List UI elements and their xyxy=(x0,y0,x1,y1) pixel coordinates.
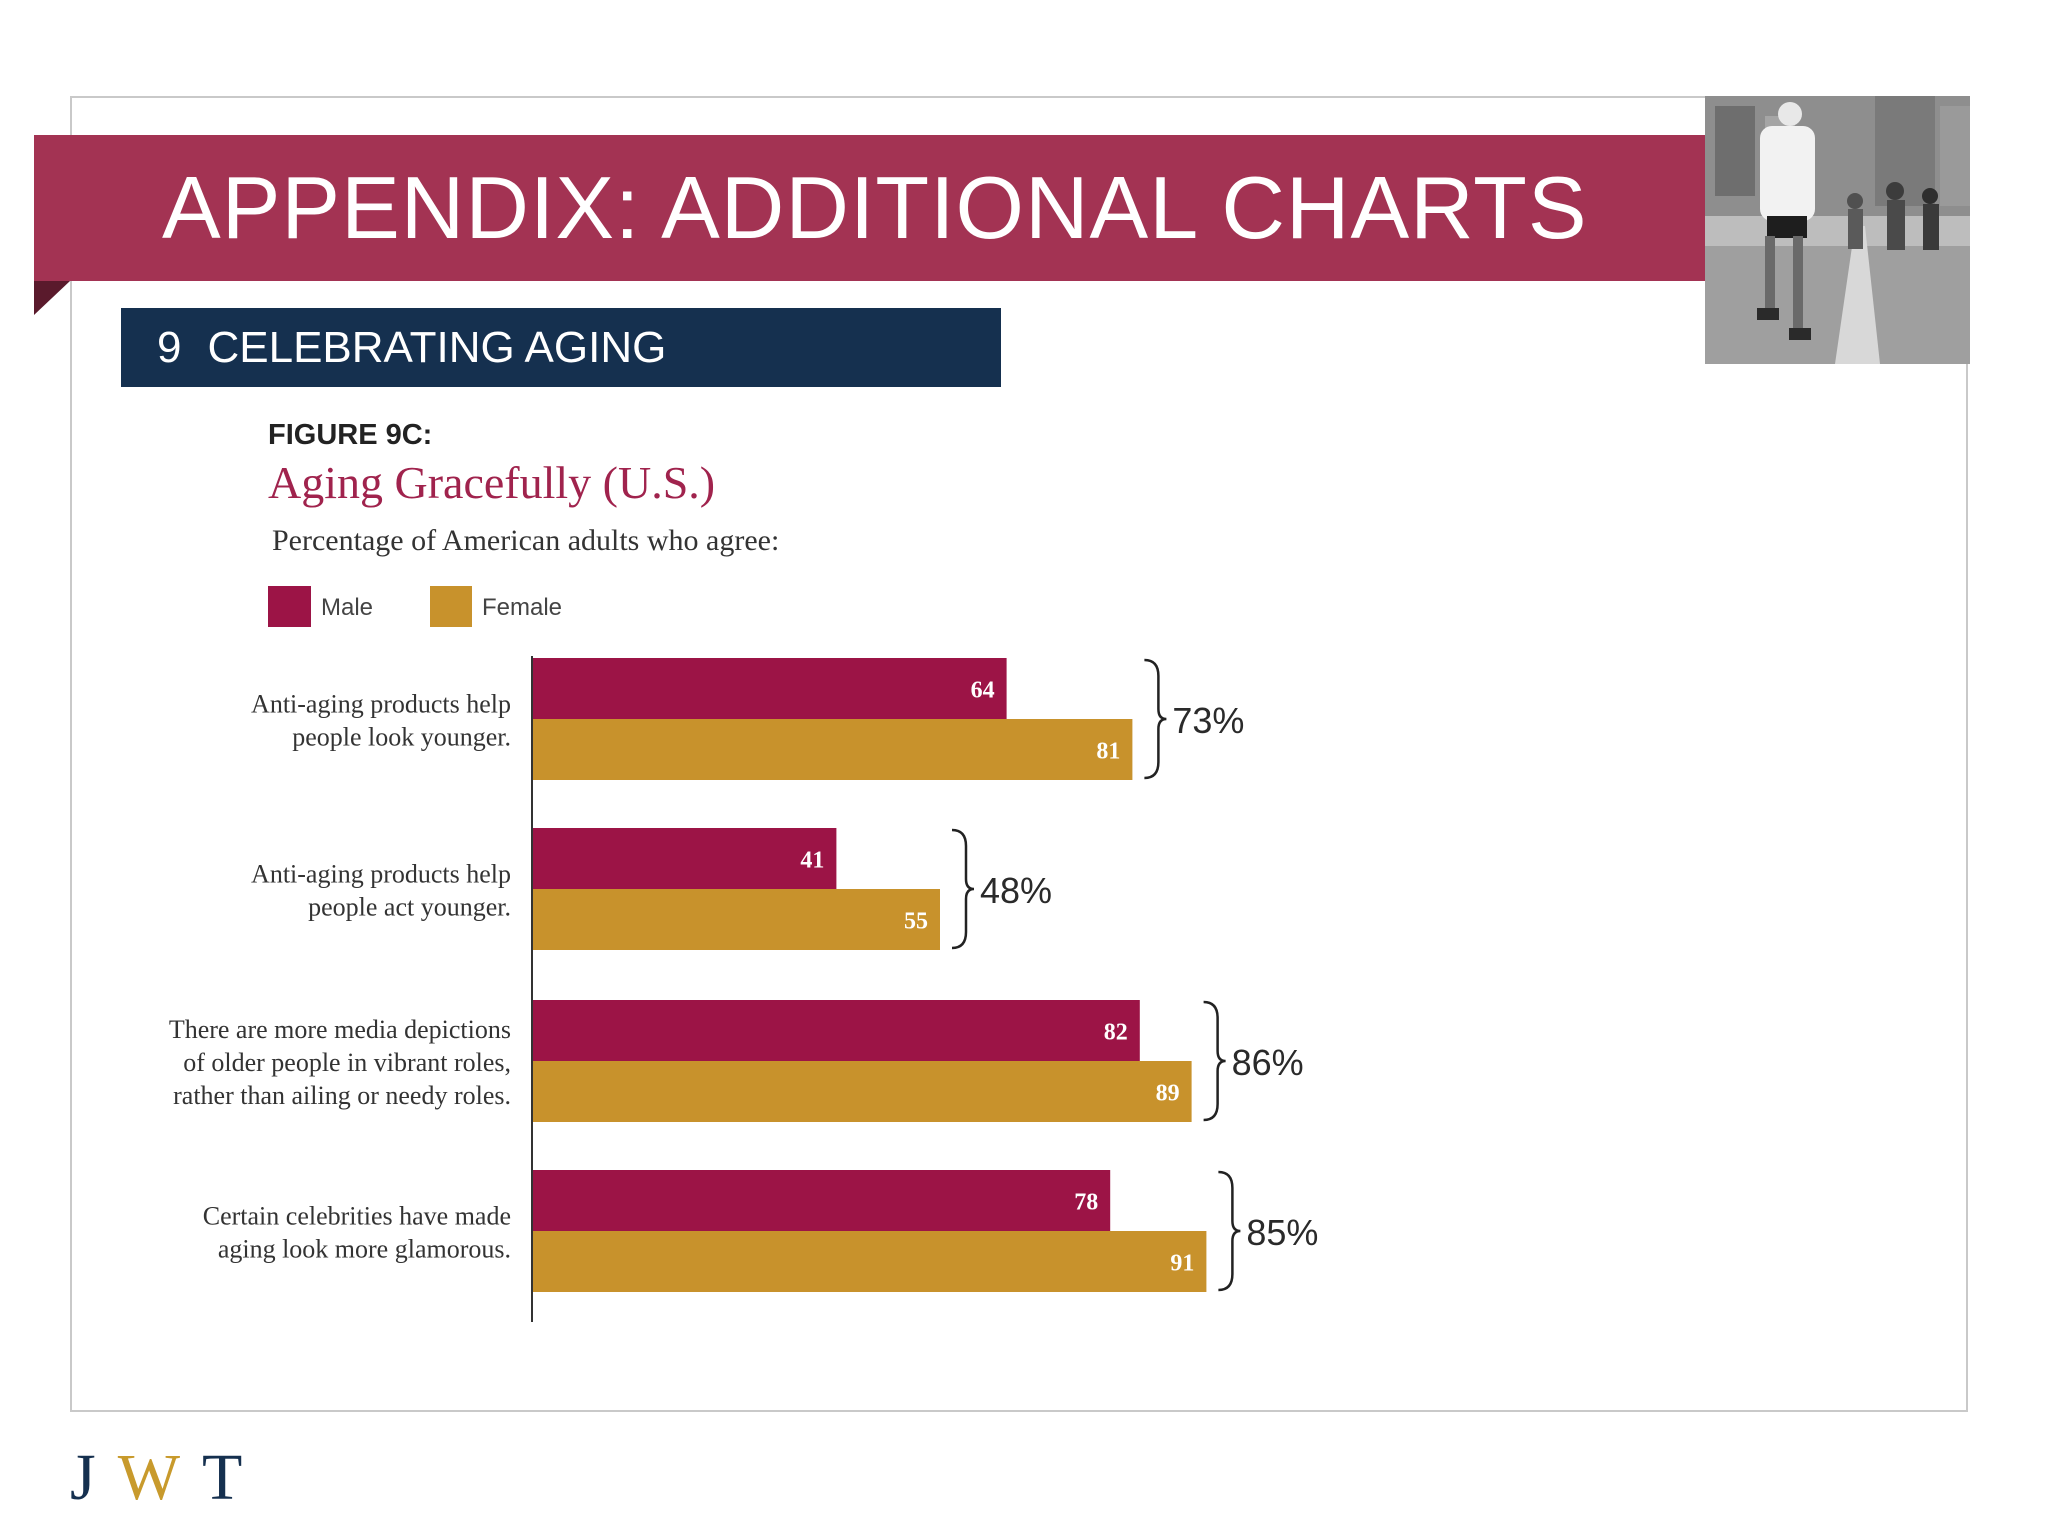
section-title: CELEBRATING AGING xyxy=(207,323,667,372)
figure-label: FIGURE 9C: xyxy=(268,419,432,451)
legend-label-male: Male xyxy=(321,594,373,621)
marathon-runners-photo xyxy=(1705,96,1970,364)
chart-title: Aging Gracefully (U.S.) xyxy=(268,457,715,508)
category-label-4-line-1: Certain celebrities have made xyxy=(203,1202,511,1231)
category-label-3-line-3: rather than ailing or needy roles. xyxy=(173,1081,511,1110)
photo-illustration xyxy=(1705,96,1970,364)
bar-female-4 xyxy=(533,1231,1207,1292)
category-label-2-line-1: Anti-aging products help xyxy=(251,860,511,889)
data-label-male-1: 64 xyxy=(971,678,995,704)
logo-letter-t: T xyxy=(201,1441,265,1514)
data-label-male-4: 78 xyxy=(1074,1190,1098,1216)
category-label-1-line-2: people look younger. xyxy=(292,723,511,752)
bar-female-1 xyxy=(533,719,1133,780)
data-label-male-3: 82 xyxy=(1104,1020,1128,1046)
data-label-female-4: 91 xyxy=(1170,1251,1194,1277)
section-bar: 9 CELEBRATING AGING xyxy=(121,308,1001,387)
category-label-3-line-2: of older people in vibrant roles, xyxy=(183,1048,511,1077)
legend-swatch-male xyxy=(268,586,311,627)
bar-male-3 xyxy=(533,1000,1140,1061)
legend-swatch-female xyxy=(430,586,472,627)
bar-female-3 xyxy=(533,1061,1192,1122)
logo-letter-j: J xyxy=(70,1441,118,1514)
bar-male-2 xyxy=(533,828,837,889)
group-total-label-1: 73% xyxy=(1172,700,1244,741)
page-title: APPENDIX: ADDITIONAL CHARTS xyxy=(162,158,1588,257)
legend: Male Female xyxy=(268,586,562,627)
bar-male-1 xyxy=(533,658,1007,719)
group-total-label-2: 48% xyxy=(980,870,1052,911)
data-label-female-1: 81 xyxy=(1096,739,1120,765)
bar-female-2 xyxy=(533,889,940,950)
group-brace-1 xyxy=(1144,658,1167,780)
group-brace-3 xyxy=(1203,1000,1226,1122)
plot-area: 64 81 Anti-aging products help people look … xyxy=(169,658,1318,1292)
bar-male-4 xyxy=(533,1170,1111,1231)
data-label-female-2: 55 xyxy=(904,909,928,935)
logo-letter-w: W xyxy=(117,1441,202,1514)
group-brace-4 xyxy=(1218,1170,1241,1292)
title-banner xyxy=(34,135,1706,281)
category-label-2-line-2: people act younger. xyxy=(308,893,511,922)
category-label-4-line-2: aging look more glamorous. xyxy=(218,1235,511,1264)
group-total-label-3: 86% xyxy=(1232,1042,1304,1083)
chart-subtitle: Percentage of American adults who agree: xyxy=(272,524,779,557)
data-label-male-2: 41 xyxy=(800,848,824,874)
group-total-label-4: 85% xyxy=(1246,1212,1318,1253)
data-label-female-3: 89 xyxy=(1156,1081,1180,1107)
category-label-3-line-1: There are more media depictions xyxy=(169,1015,511,1044)
group-brace-2 xyxy=(951,828,975,950)
jwt-logo: JWT xyxy=(70,1440,264,1516)
category-label-1-line-1: Anti-aging products help xyxy=(251,690,511,719)
section-number: 9 xyxy=(157,323,182,372)
legend-label-female: Female xyxy=(482,594,562,621)
